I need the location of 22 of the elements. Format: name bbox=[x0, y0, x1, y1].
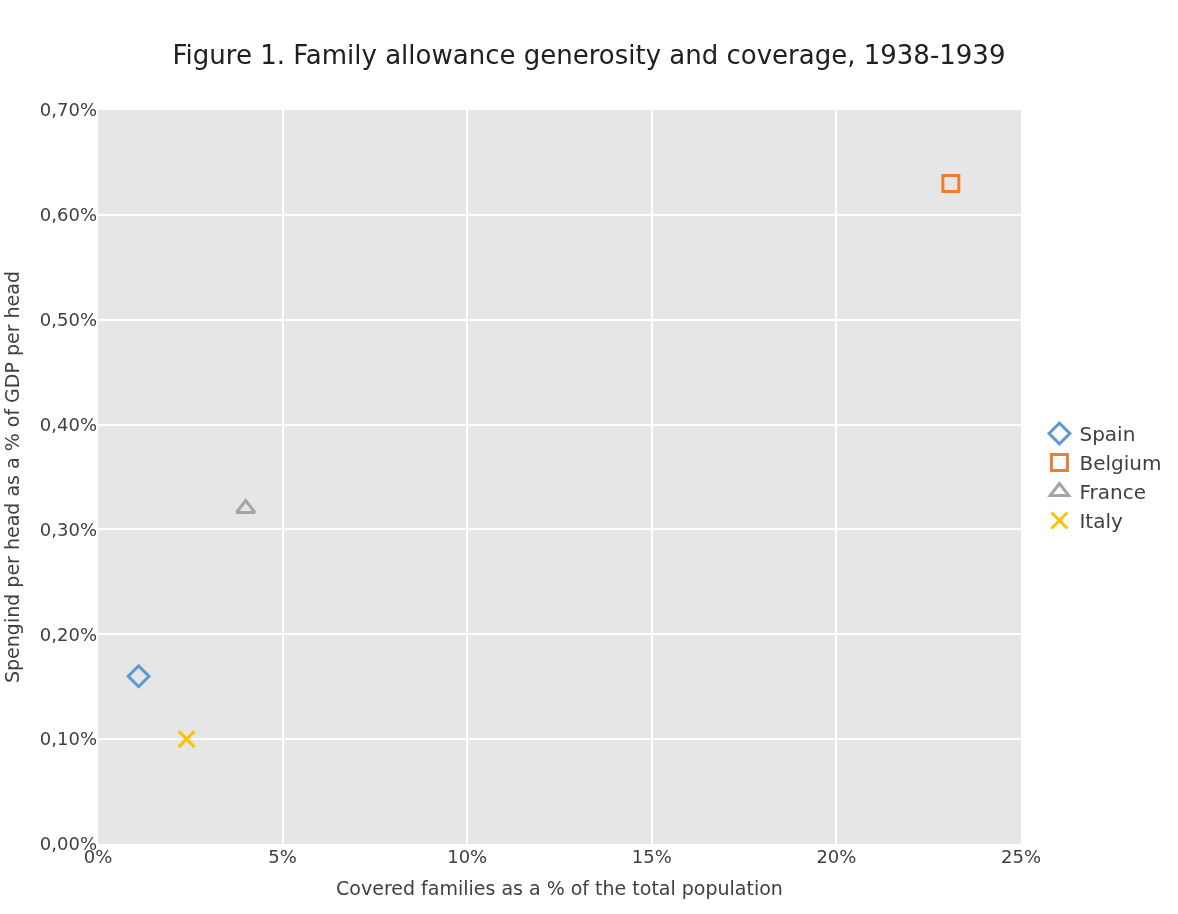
chart-title: Figure 1. Family allowance generosity and coverage, 1938-1939 bbox=[172, 39, 1006, 70]
point bbox=[941, 173, 961, 193]
y-tick-label: 0,60% bbox=[39, 204, 97, 226]
y-axis-title: Spengind per head as a % of GDP per head bbox=[0, 270, 23, 684]
x-tick-label: 10% bbox=[447, 846, 488, 867]
legend-label: Belgium bbox=[1079, 451, 1162, 476]
y-tick-label: 0,70% bbox=[39, 99, 97, 121]
legend-label: Italy bbox=[1079, 509, 1124, 534]
legend-label: Spain bbox=[1079, 422, 1136, 447]
legend-label: France bbox=[1079, 480, 1146, 505]
y-tick-label: 0,30% bbox=[39, 518, 97, 540]
y-tick-label: 0,40% bbox=[39, 413, 97, 435]
x-tick-label: 25% bbox=[1000, 846, 1042, 867]
x-tick-label: 15% bbox=[631, 846, 672, 867]
x-tick-label: 5% bbox=[268, 846, 297, 867]
point bbox=[177, 729, 197, 749]
y-tick-label: 0,50% bbox=[39, 309, 97, 331]
y-tick-label: 0,20% bbox=[39, 623, 97, 645]
x-axis-title: Covered families as a % of the total population bbox=[336, 876, 783, 899]
x-tick-label: 20% bbox=[816, 846, 857, 867]
point bbox=[126, 664, 151, 689]
y-tick-label: 0,10% bbox=[39, 728, 97, 750]
